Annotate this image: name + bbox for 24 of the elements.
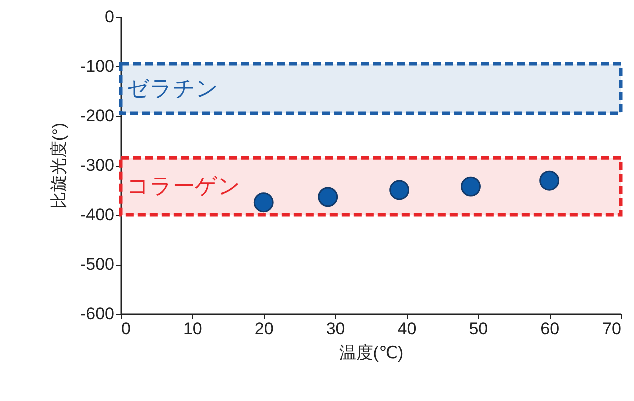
band-label: ゼラチン [127, 76, 219, 101]
point [390, 180, 410, 200]
y-tick-label: -600 [80, 304, 114, 324]
x-tick-label: 20 [254, 320, 274, 338]
x-tick-label: 40 [398, 320, 417, 338]
x-tick-label: 70 [602, 320, 622, 338]
y-axis-title: 比旋光度(°) [49, 122, 68, 210]
y-tick-label: -200 [80, 106, 114, 126]
y-tick-label: -300 [80, 156, 114, 175]
point [461, 176, 481, 197]
x-tick-label: 30 [326, 320, 346, 338]
y-tick-label: -500 [80, 255, 114, 274]
point [540, 170, 560, 191]
x-tick-label: 0 [122, 320, 131, 338]
x-tick-label: 50 [469, 320, 488, 338]
point [254, 192, 274, 213]
y-tick-label: -100 [80, 57, 114, 76]
y-tick-label: -400 [80, 206, 114, 224]
x-tick-label: 60 [540, 320, 560, 338]
x-tick-label: 10 [183, 320, 202, 338]
y-tick-label: 0 [105, 8, 114, 26]
band-label: コラーゲン [127, 174, 241, 199]
x-axis-title: 温度(℃) [339, 344, 404, 362]
point [318, 187, 338, 208]
